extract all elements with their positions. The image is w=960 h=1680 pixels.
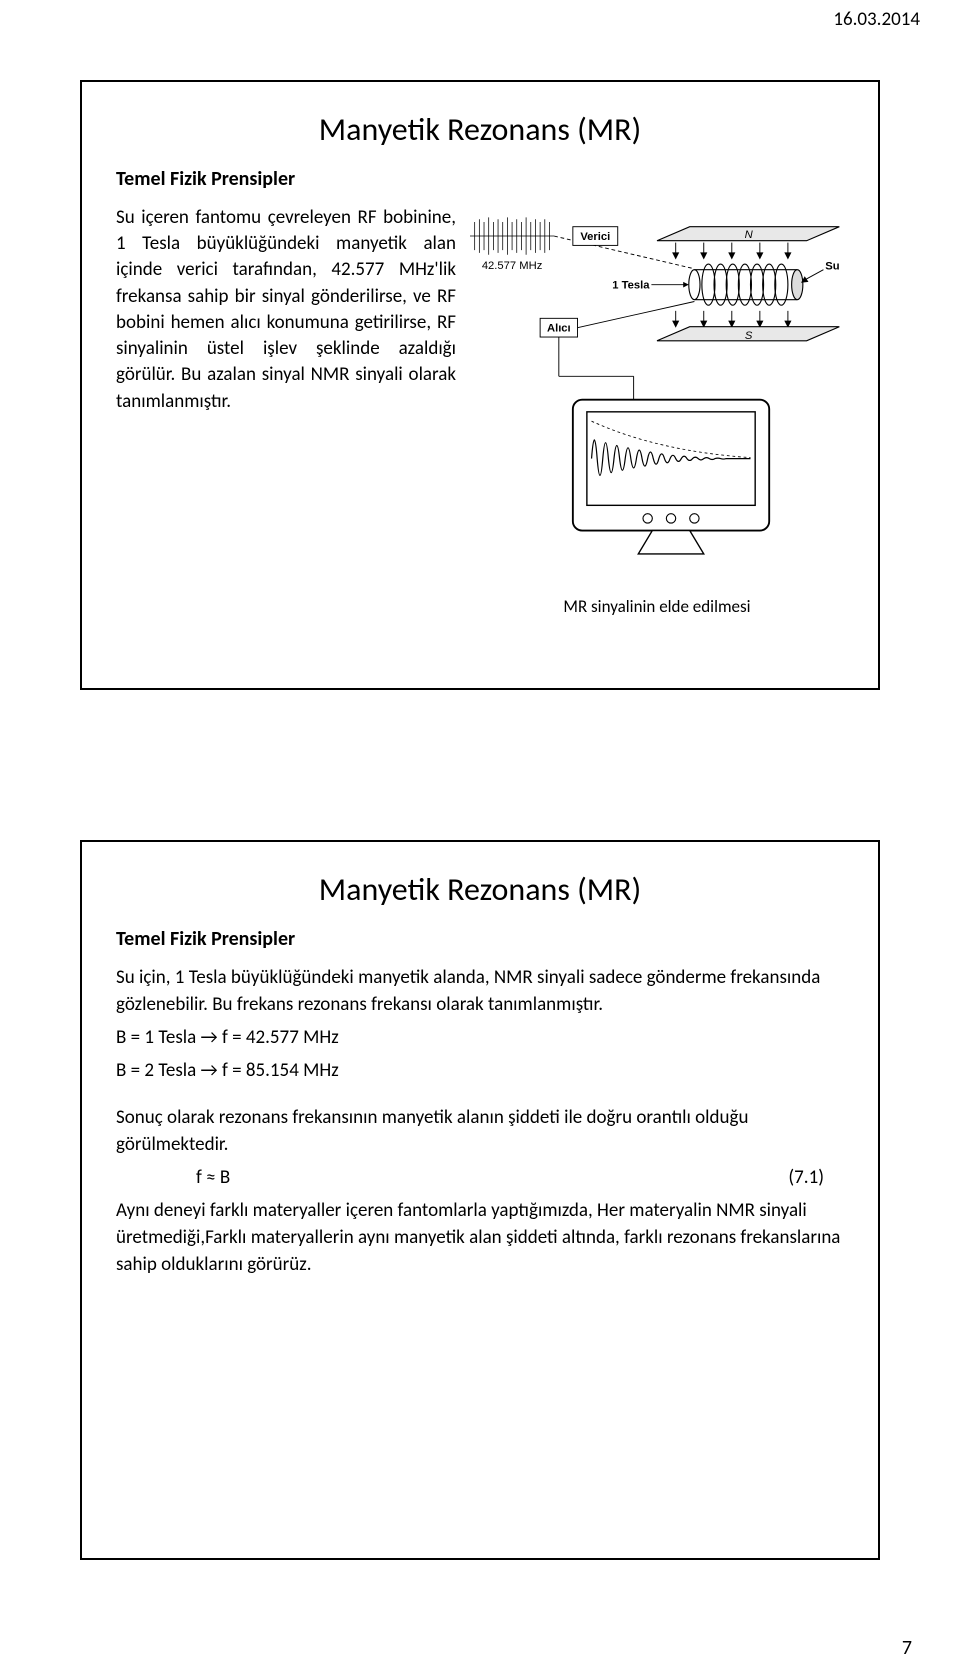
label-freq: 42.577 MHz (482, 260, 543, 272)
label-N: N (745, 229, 754, 241)
label-verici: Verici (580, 231, 610, 243)
slide1-body-text: Su içeren fantomu çevreleyen RF bobinine… (116, 205, 456, 617)
slide2-p3: Aynı deneyi farklı materyaller içeren fa… (116, 1198, 844, 1279)
header-date: 16.03.2014 (833, 8, 920, 31)
slide1-title: Manyetik Rezonans (MR) (116, 110, 844, 149)
slide2-p2: Sonuç olarak rezonans frekansının manyet… (116, 1105, 844, 1159)
slide2-subheading: Temel Fizik Prensipler (116, 927, 844, 951)
slide2-eq3: f ≈ B (7.1) (116, 1165, 844, 1192)
slide2-eq1: B = 1 Tesla → f = 42.577 MHz (116, 1025, 844, 1052)
slide-2: Manyetik Rezonans (MR) Temel Fizik Prens… (80, 840, 880, 1560)
page-number: 7 (902, 1636, 912, 1660)
slide1-figure: Verici 42.577 MHz N (470, 205, 844, 617)
label-tesla: 1 Tesla (612, 279, 650, 291)
slide2-eq2: B = 2 Tesla → f = 85.154 MHz (116, 1058, 844, 1085)
eq3-left: f ≈ B (196, 1165, 230, 1192)
eq3-right: (7.1) (788, 1165, 824, 1192)
slide1-subheading: Temel Fizik Prensipler (116, 167, 844, 191)
figure-caption: MR sinyalinin elde edilmesi (470, 596, 844, 617)
slide2-title: Manyetik Rezonans (MR) (116, 870, 844, 909)
label-S: S (745, 330, 753, 342)
label-alici: Alıcı (547, 322, 571, 334)
mr-signal-diagram: Verici 42.577 MHz N (470, 205, 844, 585)
slide-1: Manyetik Rezonans (MR) Temel Fizik Prens… (80, 80, 880, 690)
slide2-p1: Su için, 1 Tesla büyüklüğündeki manyetik… (116, 965, 844, 1019)
label-su: Su (825, 261, 839, 273)
